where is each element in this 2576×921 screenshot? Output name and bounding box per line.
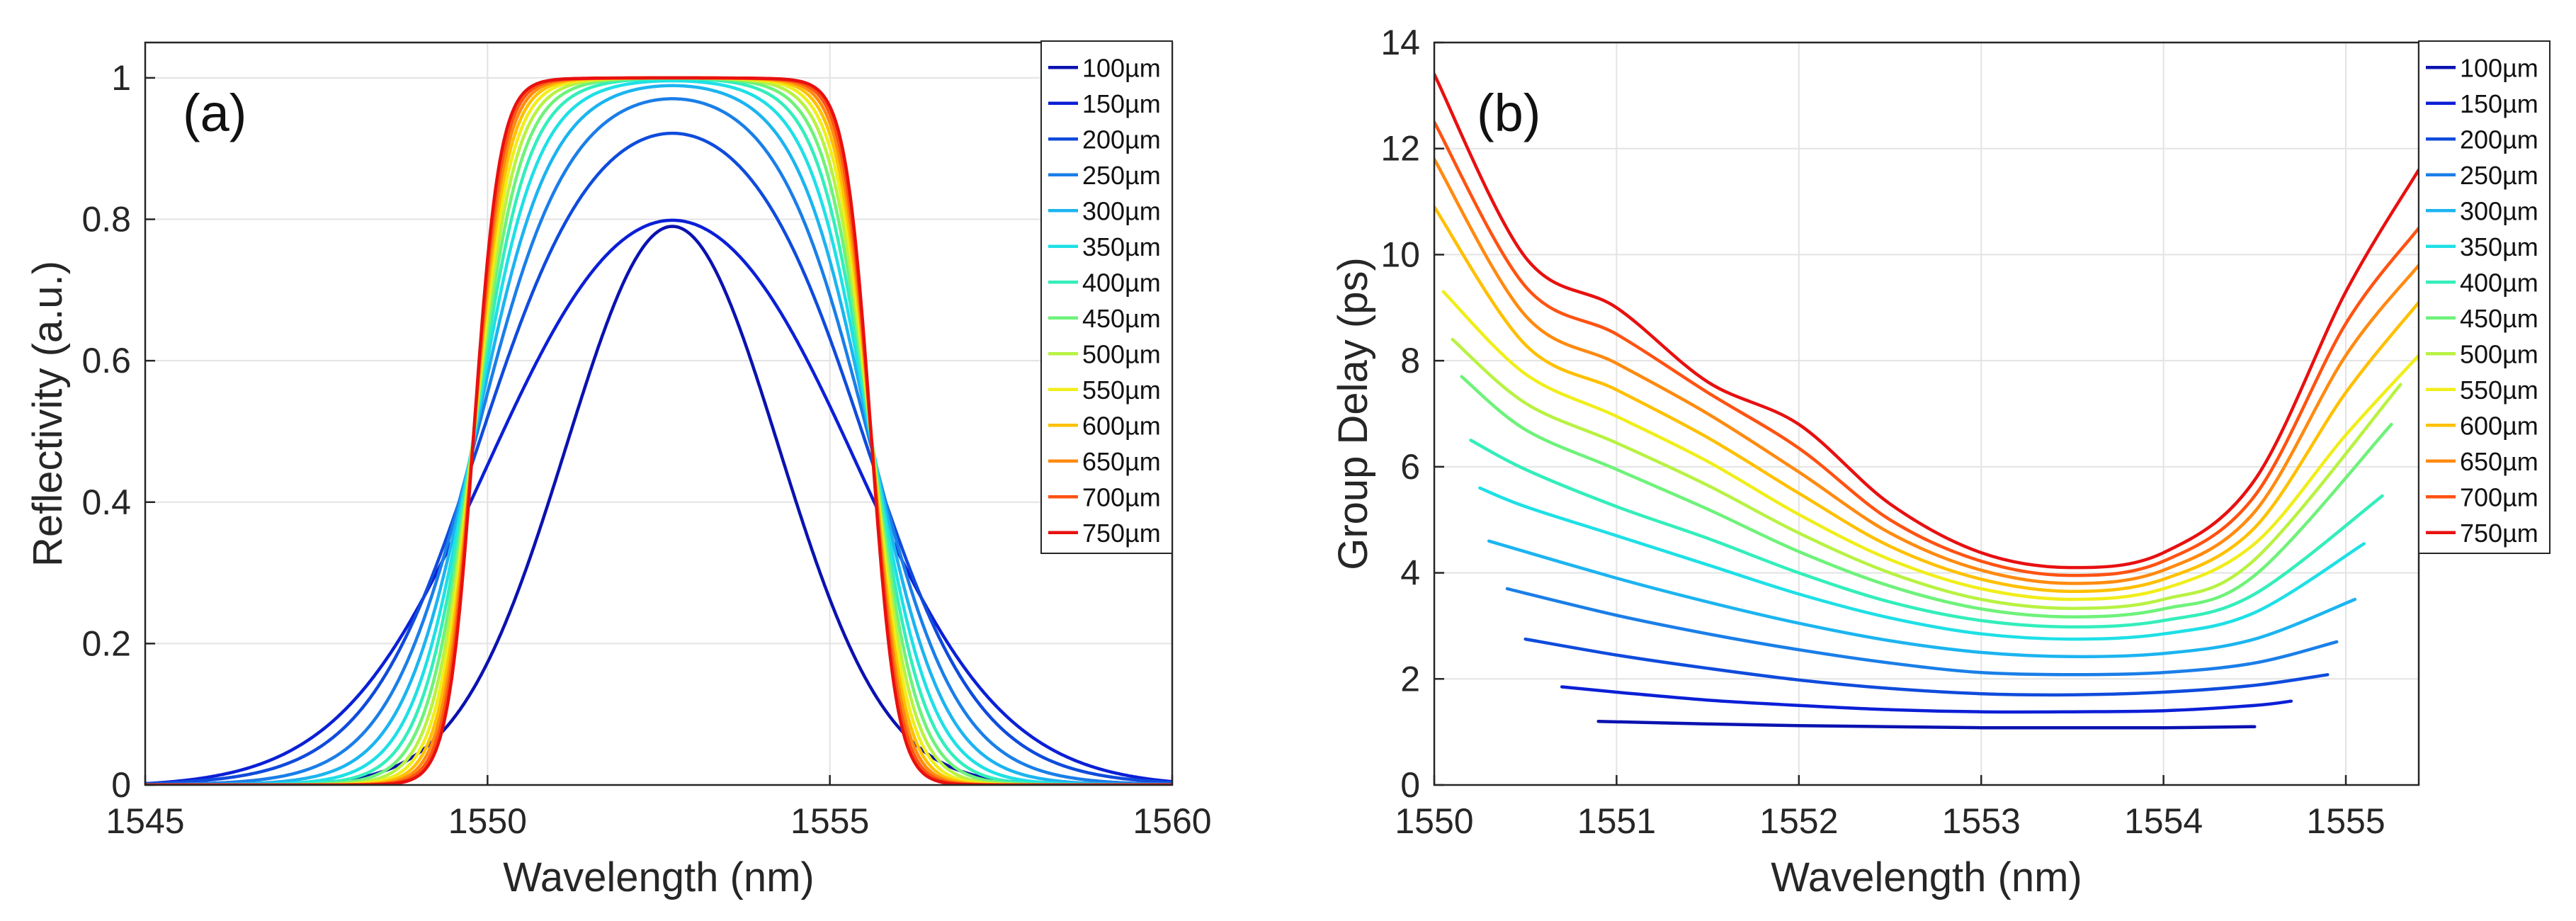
x-axis-label: Wavelength (nm): [1771, 854, 2082, 900]
series-line-650um: [1434, 157, 2419, 585]
chart-panel-a: 1545 1550 1555 1560 0 0.2 0.4 0.6 0.8 1 Wavelength…: [25, 40, 1212, 900]
legend-entry: 250µm: [1082, 161, 1161, 190]
legend-entry: 550µm: [1082, 375, 1161, 405]
legend-entry: 600µm: [1082, 411, 1161, 440]
legend-entry: 400µm: [1082, 268, 1161, 297]
series-line-200um: [145, 131, 1172, 785]
x-tick-label: 1545: [106, 801, 184, 841]
series-group: [145, 76, 1172, 785]
x-tick-label: 1554: [2124, 801, 2203, 841]
y-tick-label: 0.6: [81, 341, 131, 380]
series-line-150um: [145, 218, 1172, 785]
y-tick-label: 0: [1400, 765, 1420, 805]
y-tick-label: 1: [111, 58, 131, 98]
ticks: 1545 1550 1555 1560 0 0.2 0.4 0.6 0.8 1: [81, 58, 1211, 841]
y-tick-label: 0.4: [81, 482, 131, 522]
legend-entry: 300µm: [1082, 196, 1161, 225]
chart-panel-b: 1550 1551 1552 1553 1554 1555 0 2 4 6 8 10 12 14 Wavel…: [1330, 23, 2551, 900]
x-tick-label: 1555: [790, 801, 869, 841]
legend-entry: 100µm: [2460, 53, 2538, 82]
y-axis-label: Reflectivity (a.u.): [25, 261, 71, 567]
panel-label: (b): [1477, 84, 1541, 142]
plot-area: [145, 43, 1172, 785]
series-line-200um: [1524, 637, 2330, 697]
y-tick-label: 0.2: [81, 623, 131, 663]
legend-entry: 700µm: [1082, 482, 1161, 512]
series-line-400um: [1469, 439, 2384, 629]
x-tick-label: 1555: [2306, 801, 2385, 841]
legend-entry: 650µm: [1082, 447, 1161, 476]
legend-entry: 600µm: [2460, 411, 2538, 440]
y-tick-label: 2: [1400, 659, 1420, 699]
y-tick-label: 14: [1380, 23, 1420, 62]
y-tick-label: 4: [1400, 553, 1420, 593]
legend-entry: 200µm: [2460, 125, 2538, 154]
series-line-750um: [145, 76, 1172, 785]
series-line-300um: [1487, 539, 2357, 659]
legend-entry: 550µm: [2460, 375, 2538, 405]
y-tick-label: 0: [111, 765, 131, 805]
legend-entry: 250µm: [2460, 161, 2538, 190]
legend-entry: 750µm: [1082, 519, 1161, 548]
legend-entry: 450µm: [1082, 304, 1161, 333]
series-line-250um: [1505, 587, 2339, 677]
legend-entry: 150µm: [2460, 89, 2538, 118]
legend-entry: 700µm: [2460, 482, 2538, 512]
series-line-150um: [1560, 685, 2293, 714]
x-tick-label: 1550: [448, 801, 527, 841]
legend-entry: 100µm: [1082, 53, 1161, 82]
x-tick-label: 1551: [1577, 801, 1656, 841]
y-axis-label: Group Delay (ps): [1330, 257, 1376, 570]
y-tick-label: 12: [1380, 129, 1420, 169]
panel-label: (a): [183, 84, 246, 142]
series-line-600um: [1434, 205, 2419, 594]
y-tick-label: 6: [1400, 447, 1420, 487]
legend-entry: 750µm: [2460, 519, 2538, 548]
x-tick-label: 1552: [1759, 801, 1838, 841]
legend-box: [2418, 40, 2551, 554]
series-line-750um: [1434, 72, 2419, 570]
y-tick-label: 10: [1380, 235, 1420, 274]
plot-area: [1434, 43, 2419, 785]
legend-entry: 350µm: [2460, 232, 2538, 261]
series-line-500um: [1451, 337, 2402, 610]
series-line-250um: [145, 97, 1172, 785]
ticks: 1550 1551 1552 1553 1554 1555 0 2 4 6 8 10 12 14: [1380, 23, 2385, 841]
legend-entry: 300µm: [2460, 196, 2538, 225]
series-group: [1434, 72, 2419, 730]
series-line-300um: [145, 84, 1172, 785]
legend-entry: 500µm: [1082, 339, 1161, 368]
x-tick-label: 1560: [1133, 801, 1211, 841]
x-tick-label: 1550: [1395, 801, 1473, 841]
x-tick-label: 1553: [1942, 801, 2021, 841]
legend: 100µm 150µm 200µm 250µm 300µm 350µm 400µm 450µm…: [2418, 40, 2551, 554]
legend-entry: 500µm: [2460, 339, 2538, 368]
legend-entry: 650µm: [2460, 447, 2538, 476]
legend-entry: 150µm: [1082, 89, 1161, 118]
legend-entry: 350µm: [1082, 232, 1161, 261]
series-line-450um: [1460, 375, 2393, 618]
legend-entry: 200µm: [1082, 125, 1161, 154]
series-line-100um: [1596, 719, 2257, 730]
series-line-350um: [145, 79, 1172, 785]
series-line-550um: [1441, 290, 2419, 601]
legend-box: [1040, 40, 1173, 554]
legend-entry: 450µm: [2460, 304, 2538, 333]
series-line-700um: [1434, 120, 2419, 577]
series-line-350um: [1478, 486, 2366, 641]
legend: 100µm 150µm 200µm 250µm 300µm 350µm 400µm 450µm…: [1040, 40, 1173, 554]
y-tick-label: 8: [1400, 341, 1420, 380]
y-tick-label: 0.8: [81, 200, 131, 239]
legend-entry: 400µm: [2460, 268, 2538, 297]
x-axis-label: Wavelength (nm): [503, 854, 814, 900]
